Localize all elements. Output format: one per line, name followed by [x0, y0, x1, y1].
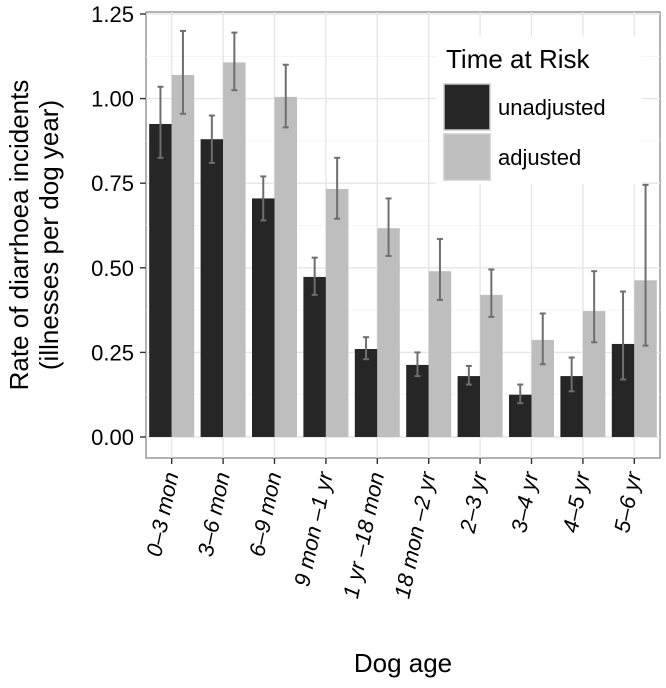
y-tick-label: 0.75: [91, 171, 134, 196]
legend-title: Time at Risk: [446, 44, 590, 74]
bar-unadjusted: [560, 376, 583, 437]
bars: [149, 62, 657, 438]
x-tick-label: 6–9 mon: [244, 470, 286, 559]
x-axis: 0–3 mon 3–6 mon 6–9 mon 9 mon –1 yr 1 yr –18…: [141, 458, 647, 601]
legend-key-adjusted: [443, 133, 491, 181]
bar-unadjusted: [354, 349, 378, 437]
bar-adjusted: [634, 280, 657, 437]
bar-unadjusted: [200, 139, 224, 437]
bar-adjusted: [582, 311, 606, 437]
y-tick-label: 1.25: [91, 2, 134, 27]
y-axis: 0.00 0.25 0.50 0.75 1.00 1.25: [91, 2, 146, 450]
y-tick-label: 0.25: [91, 340, 134, 365]
x-tick-label: 0–3 mon: [141, 470, 183, 559]
bar-adjusted: [274, 96, 297, 438]
bar-adjusted: [325, 188, 349, 437]
legend-key-unadjusted: [443, 83, 491, 131]
x-tick-label: 4–5 yr: [558, 468, 596, 535]
y-tick-label: 0.50: [91, 256, 134, 281]
y-axis-title-line2: (illnesses per dog year): [34, 100, 64, 370]
x-tick-label: 5–6 yr: [609, 468, 647, 535]
x-tick-label: 3–4 yr: [506, 468, 544, 535]
legend: Time at Risk unadjusted adjusted: [436, 36, 642, 184]
error-bars: [157, 29, 649, 405]
bar-unadjusted: [303, 276, 326, 437]
bar-unadjusted: [149, 123, 172, 437]
x-tick-label: 2–3 yr: [455, 468, 493, 536]
bar-unadjusted: [509, 394, 532, 437]
bar-unadjusted: [406, 364, 429, 437]
y-tick-label: 1.00: [91, 87, 134, 112]
y-tick-label: 0.00: [91, 425, 134, 450]
legend-label-adjusted: adjusted: [498, 145, 581, 170]
bar-unadjusted: [457, 376, 481, 437]
x-tick-label: 18 mon –2 yr: [389, 468, 440, 600]
bar-adjusted: [377, 228, 400, 437]
bar-unadjusted: [611, 343, 635, 437]
x-tick-label: 1 yr –18 mon: [338, 470, 389, 601]
bar-adjusted: [223, 62, 246, 437]
x-axis-title: Dog age: [354, 648, 452, 678]
y-axis-title-line1: Rate of diarrhoea incidents: [4, 80, 34, 391]
legend-label-unadjusted: unadjusted: [498, 95, 606, 120]
bar-adjusted: [428, 271, 452, 437]
x-tick-label: 3–6 mon: [193, 470, 235, 559]
bar-adjusted: [531, 339, 554, 437]
x-tick-label: 9 mon –1 yr: [289, 468, 338, 588]
bar-unadjusted: [252, 198, 275, 437]
bar-adjusted: [480, 294, 503, 437]
bar-adjusted: [171, 74, 195, 438]
